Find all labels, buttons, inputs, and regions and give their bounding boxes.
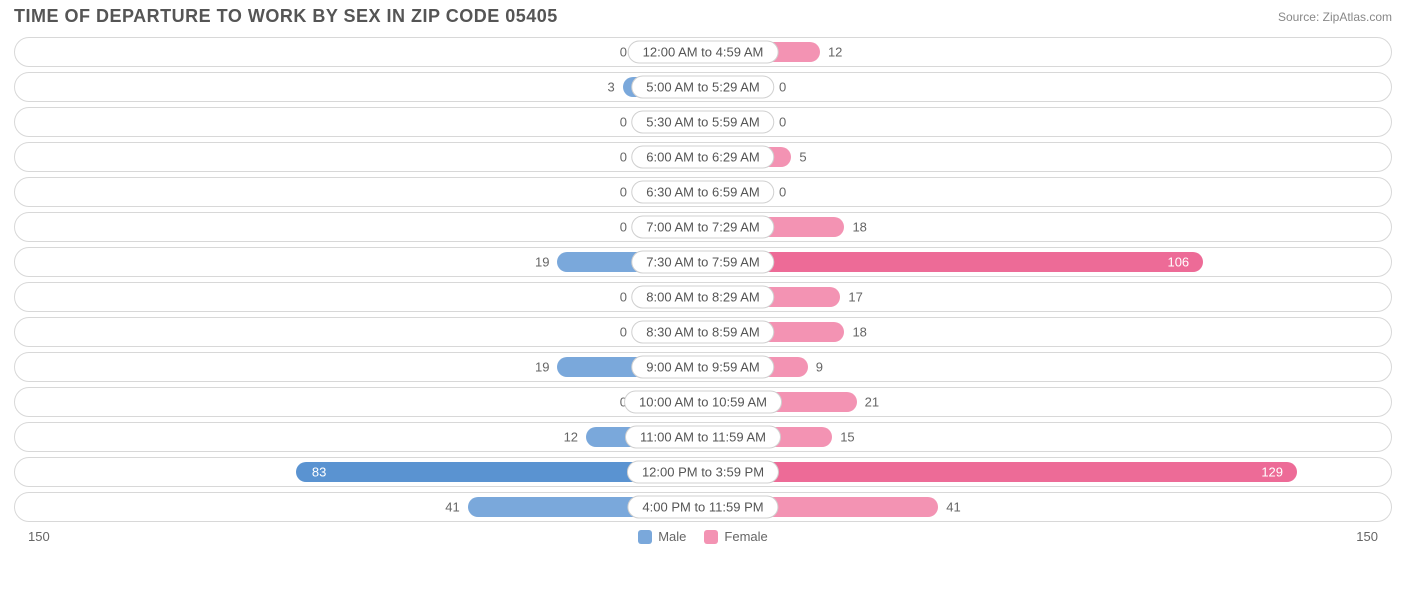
row-label: 4:00 PM to 11:59 PM <box>627 496 778 519</box>
row-label: 5:00 AM to 5:29 AM <box>631 76 774 99</box>
row-label: 9:00 AM to 9:59 AM <box>631 356 774 379</box>
chart-row: 0 0 5:30 AM to 5:59 AM <box>14 107 1392 137</box>
row-label: 11:00 AM to 11:59 AM <box>625 426 781 449</box>
legend-male-label: Male <box>658 529 686 544</box>
value-male: 83 <box>312 465 326 480</box>
value-female: 5 <box>799 150 806 165</box>
legend: Male Female <box>638 529 768 544</box>
row-label: 6:00 AM to 6:29 AM <box>631 146 774 169</box>
value-male: 3 <box>608 80 615 95</box>
chart-area: 0 12 12:00 AM to 4:59 AM 3 0 5:00 AM to 5:29 … <box>0 37 1406 522</box>
row-label: 6:30 AM to 6:59 AM <box>631 181 774 204</box>
value-female: 17 <box>848 290 862 305</box>
swatch-female <box>704 530 718 544</box>
legend-female: Female <box>704 529 767 544</box>
value-male: 0 <box>620 45 627 60</box>
value-male: 0 <box>620 220 627 235</box>
value-female: 0 <box>779 80 786 95</box>
bar-female <box>703 252 1203 272</box>
chart-row: 0 18 8:30 AM to 8:59 AM <box>14 317 1392 347</box>
value-male: 19 <box>535 360 549 375</box>
chart-row: 19 106 7:30 AM to 7:59 AM <box>14 247 1392 277</box>
row-label: 7:00 AM to 7:29 AM <box>631 216 774 239</box>
value-male: 0 <box>620 115 627 130</box>
value-male: 0 <box>620 150 627 165</box>
row-label: 5:30 AM to 5:59 AM <box>631 111 774 134</box>
value-female: 0 <box>779 185 786 200</box>
axis-max-right: 150 <box>1356 529 1378 544</box>
legend-female-label: Female <box>724 529 767 544</box>
chart-row: 0 17 8:00 AM to 8:29 AM <box>14 282 1392 312</box>
value-male: 19 <box>535 255 549 270</box>
chart-row: 0 5 6:00 AM to 6:29 AM <box>14 142 1392 172</box>
chart-row: 02110:00 AM to 10:59 AM <box>14 387 1392 417</box>
value-male: 0 <box>620 185 627 200</box>
chart-title: TIME OF DEPARTURE TO WORK BY SEX IN ZIP … <box>14 6 558 27</box>
chart-row: 0 18 7:00 AM to 7:29 AM <box>14 212 1392 242</box>
value-male: 0 <box>620 290 627 305</box>
value-female: 9 <box>816 360 823 375</box>
value-male: 0 <box>620 325 627 340</box>
row-label: 12:00 PM to 3:59 PM <box>627 461 779 484</box>
chart-row: 0 0 6:30 AM to 6:59 AM <box>14 177 1392 207</box>
row-label: 7:30 AM to 7:59 AM <box>631 251 774 274</box>
chart-row: 41 41 4:00 PM to 11:59 PM <box>14 492 1392 522</box>
value-female: 12 <box>828 45 842 60</box>
row-label: 8:30 AM to 8:59 AM <box>631 321 774 344</box>
value-female: 18 <box>852 325 866 340</box>
value-male: 12 <box>564 430 578 445</box>
value-female: 21 <box>865 395 879 410</box>
row-label: 12:00 AM to 4:59 AM <box>628 41 779 64</box>
value-female: 15 <box>840 430 854 445</box>
swatch-male <box>638 530 652 544</box>
axis-max-left: 150 <box>28 529 50 544</box>
legend-male: Male <box>638 529 686 544</box>
chart-row: 19 9 9:00 AM to 9:59 AM <box>14 352 1392 382</box>
chart-row: 3 0 5:00 AM to 5:29 AM <box>14 72 1392 102</box>
row-label: 10:00 AM to 10:59 AM <box>624 391 782 414</box>
value-female: 18 <box>852 220 866 235</box>
chart-row: 83 129 12:00 PM to 3:59 PM <box>14 457 1392 487</box>
chart-row: 12 15 11:00 AM to 11:59 AM <box>14 422 1392 452</box>
value-female: 129 <box>1261 465 1283 480</box>
bar-female <box>703 462 1297 482</box>
chart-row: 0 12 12:00 AM to 4:59 AM <box>14 37 1392 67</box>
value-female: 0 <box>779 115 786 130</box>
value-female: 41 <box>946 500 960 515</box>
source-credit: Source: ZipAtlas.com <box>1278 10 1392 24</box>
row-label: 8:00 AM to 8:29 AM <box>631 286 774 309</box>
value-male: 41 <box>445 500 459 515</box>
value-female: 106 <box>1167 255 1189 270</box>
